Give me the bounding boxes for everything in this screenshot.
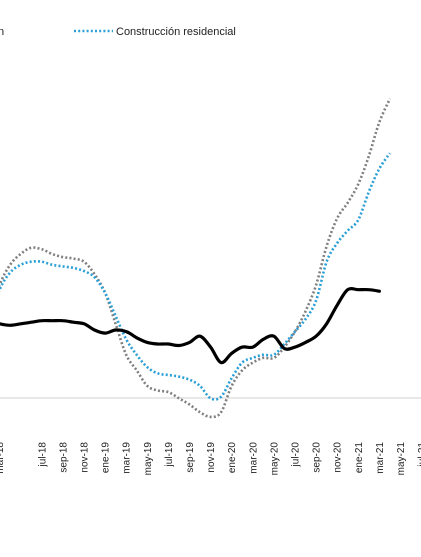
x-tick-label: nov-19 <box>206 442 217 473</box>
x-tick-label: ene-20 <box>227 442 238 474</box>
x-tick-label: mar-19 <box>122 442 133 474</box>
legend-label: n <box>0 26 4 38</box>
x-tick-label: may-20 <box>269 442 280 476</box>
x-tick-label: jul-20 <box>291 442 302 468</box>
x-tick-label: nov-20 <box>333 442 344 473</box>
x-tick-label: ene-21 <box>354 442 365 474</box>
x-tick-label: may-21 <box>396 442 407 476</box>
x-tick-label: sep-19 <box>185 442 196 473</box>
x-tick-label: jul-21 <box>417 442 421 468</box>
legend-label: Construcción residencial <box>116 26 236 38</box>
x-tick-label: sep-18 <box>58 442 69 473</box>
x-tick-label: mar-21 <box>375 442 386 474</box>
x-tick-label: jul-19 <box>164 442 175 468</box>
x-tick-label: ene-19 <box>101 442 112 474</box>
series-dotted-gray <box>0 98 392 419</box>
x-tick-label: mar-20 <box>248 442 259 474</box>
x-axis: mar-18 jul-18 sep-18 nov-18 ene-19 mar-19 may-… <box>0 442 421 476</box>
x-tick-label: jul-18 <box>37 442 48 468</box>
x-tick-label: mar-18 <box>0 442 6 474</box>
x-tick-label: nov-18 <box>80 442 91 473</box>
series-solid-black <box>0 286 381 365</box>
series-layer <box>0 98 392 419</box>
x-tick-label: sep-20 <box>312 442 323 473</box>
x-tick-label: may-19 <box>143 442 154 476</box>
legend: n Construcción residencial <box>0 26 236 38</box>
series-construccion-residencial <box>0 152 391 401</box>
